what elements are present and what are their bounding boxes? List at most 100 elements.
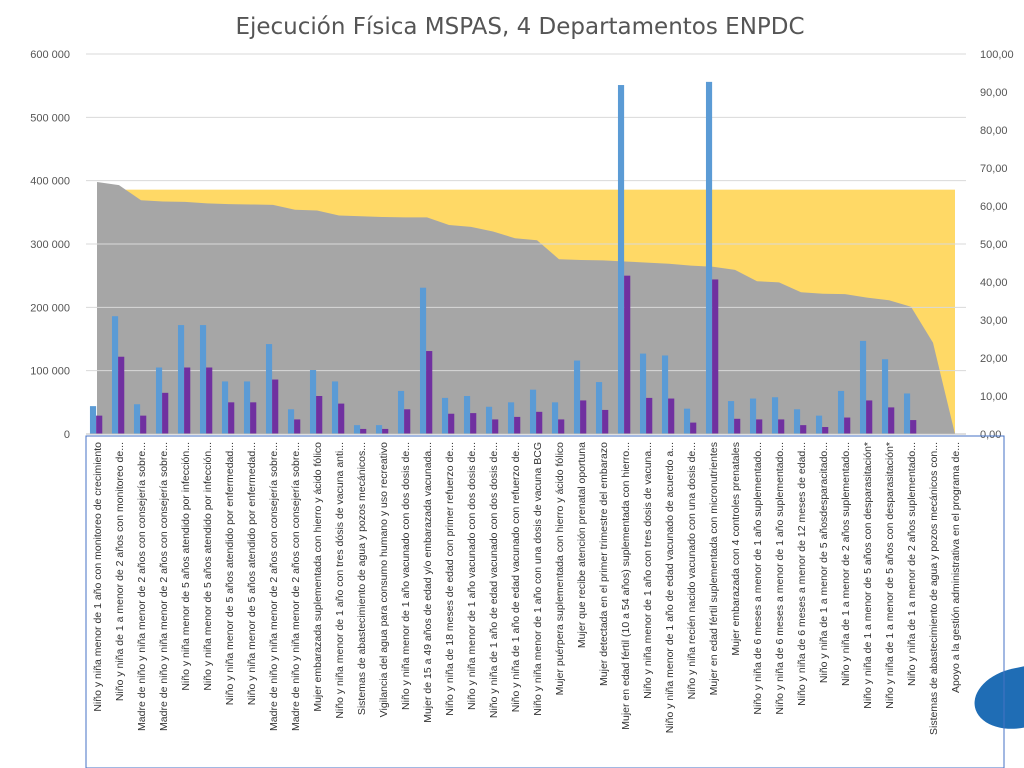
bar-series-1 bbox=[353, 425, 361, 434]
bar-series-2 bbox=[338, 403, 345, 434]
bar-series-2 bbox=[382, 428, 389, 434]
category-label: Niño y niña menor de 1 año vacunado con … bbox=[400, 442, 412, 710]
chart-title: Ejecución Física MSPAS, 4 Departamentos … bbox=[235, 14, 805, 40]
y-right-tick-label: 60,00 bbox=[980, 201, 1008, 213]
category-label: Mujer embarazada con 4 controles prenata… bbox=[730, 442, 742, 656]
category-label: Mujer detectada en el primer trimestre d… bbox=[598, 442, 610, 686]
category-label: Niño y niña menor de 5 años atendido por… bbox=[180, 442, 192, 691]
y-left-tick-label: 500 000 bbox=[30, 112, 70, 124]
bar-series-2 bbox=[250, 402, 257, 434]
bar-series-1 bbox=[551, 402, 559, 434]
y-left-tick-label: 100 000 bbox=[30, 366, 70, 378]
category-label: Niño y niña menor de 5 años atendido por… bbox=[246, 442, 258, 705]
bar-series-2 bbox=[316, 396, 323, 434]
y-right-tick-label: 80,00 bbox=[980, 125, 1008, 137]
bar-series-1 bbox=[661, 355, 669, 434]
bar-series-2 bbox=[888, 407, 895, 434]
bar-series-2 bbox=[118, 356, 125, 434]
bar-series-1 bbox=[485, 406, 493, 434]
bar-series-1 bbox=[397, 390, 405, 434]
y-right-tick-label: 0,00 bbox=[980, 429, 1001, 441]
category-label: Niño y niña menor de 1 año vacunado con … bbox=[466, 442, 478, 710]
bar-series-1 bbox=[903, 393, 911, 434]
bar-series-2 bbox=[778, 419, 785, 434]
bar-series-1 bbox=[287, 409, 295, 434]
bar-series-2 bbox=[624, 275, 631, 434]
bar-series-1 bbox=[375, 425, 383, 434]
category-label: Madre de niño y niña menor de 2 años con… bbox=[158, 442, 170, 731]
bar-series-2 bbox=[514, 416, 521, 434]
bar-series-1 bbox=[89, 406, 97, 434]
category-label: Niño y niña de 1 a menor de 2 años con m… bbox=[114, 442, 126, 701]
y-right-tick-label: 70,00 bbox=[980, 163, 1008, 175]
bar-series-2 bbox=[360, 428, 367, 434]
bar-series-1 bbox=[749, 398, 757, 434]
category-label: Mujer de 15 a 49 años de edad y/o embara… bbox=[422, 442, 434, 723]
bar-series-2 bbox=[294, 419, 301, 434]
bar-series-1 bbox=[683, 408, 691, 434]
bar-series-2 bbox=[756, 419, 763, 434]
category-label: Niño y niña de 1 a menor de 5 años con d… bbox=[884, 442, 896, 709]
bar-series-1 bbox=[419, 287, 427, 434]
bar-series-2 bbox=[734, 418, 741, 434]
bar-series-2 bbox=[492, 419, 499, 434]
y-left-tick-label: 600 000 bbox=[30, 49, 70, 61]
y-left-tick-label: 0 bbox=[64, 429, 70, 441]
bar-series-2 bbox=[712, 279, 719, 434]
category-label: Apoyo a la gestión administrativa en el … bbox=[950, 442, 962, 693]
category-label: Niño y niña de 1 año de edad vacunado co… bbox=[488, 442, 500, 718]
bar-series-1 bbox=[463, 396, 471, 434]
y-right-tick-label: 10,00 bbox=[980, 391, 1008, 403]
category-label: Niño y niña de 1 a menor de 5 añosdespar… bbox=[818, 442, 830, 683]
bar-series-2 bbox=[206, 367, 213, 434]
category-label: Mujer puérpera suplementada con hierro y… bbox=[554, 442, 566, 695]
y-left-tick-label: 200 000 bbox=[30, 302, 70, 314]
bar-series-1 bbox=[771, 397, 779, 434]
category-label: Niño y niña menor de 1 año con tres dosi… bbox=[642, 442, 654, 699]
category-label: Sistemas de abastecimiento de agua y poz… bbox=[356, 442, 368, 715]
y-right-tick-label: 40,00 bbox=[980, 277, 1008, 289]
bar-series-1 bbox=[617, 85, 625, 435]
bar-series-2 bbox=[162, 392, 169, 434]
bar-series-2 bbox=[866, 400, 873, 434]
bar-series-2 bbox=[404, 409, 411, 434]
bar-series-1 bbox=[309, 370, 317, 434]
bar-series-1 bbox=[595, 382, 603, 434]
y-left-tick-label: 400 000 bbox=[30, 176, 70, 188]
y-right-tick-label: 90,00 bbox=[980, 87, 1008, 99]
bar-series-1 bbox=[441, 397, 449, 434]
category-label: Niño y niña recién nacido vacunado con u… bbox=[686, 442, 698, 699]
bar-series-2 bbox=[558, 419, 565, 434]
category-label-box bbox=[85, 435, 1005, 768]
bar-series-2 bbox=[426, 351, 433, 434]
category-label: Niño y niña de 1 a menor de 2 años suple… bbox=[840, 442, 852, 686]
category-label: Madre de niño y niña menor de 2 años con… bbox=[268, 442, 280, 731]
bar-series-1 bbox=[221, 381, 229, 434]
bar-series-2 bbox=[580, 400, 587, 434]
bar-series-2 bbox=[910, 420, 917, 434]
bar-series-2 bbox=[800, 425, 807, 434]
category-label: Niño y niña menor de 1 año con tres dósi… bbox=[334, 442, 346, 719]
category-label: Niño y niña menor de 1 año con una dosis… bbox=[532, 442, 544, 716]
bar-series-2 bbox=[140, 415, 147, 434]
category-label: Mujer embarazada suplementada con hierro… bbox=[312, 442, 324, 712]
bar-series-1 bbox=[727, 401, 735, 434]
bar-series-2 bbox=[844, 417, 851, 434]
bar-series-2 bbox=[690, 422, 697, 434]
bar-series-1 bbox=[639, 353, 647, 434]
category-label: Niño y niña de 6 meses a menor de 1 año … bbox=[752, 442, 764, 715]
bar-series-2 bbox=[822, 427, 829, 434]
bar-series-1 bbox=[793, 409, 801, 434]
category-label: Mujer en edad fértil suplementada con mi… bbox=[708, 442, 720, 695]
bar-series-2 bbox=[536, 411, 543, 434]
bar-series-1 bbox=[859, 340, 867, 434]
category-label: Niño y niña de 6 meses a menor de 1 año … bbox=[774, 442, 786, 715]
category-label: Niño y niña de 1 a menor de 2 años suple… bbox=[906, 442, 918, 686]
bar-series-1 bbox=[133, 404, 141, 434]
bar-series-1 bbox=[111, 316, 119, 434]
category-label: Sistemas de abastecimiento de agua y poz… bbox=[928, 442, 940, 735]
bar-series-1 bbox=[199, 325, 207, 434]
category-label: Niño y niña menor de 1 año con monitoreo… bbox=[92, 442, 104, 712]
category-label: Niño y niña menor de 5 años atendido por… bbox=[202, 442, 214, 691]
